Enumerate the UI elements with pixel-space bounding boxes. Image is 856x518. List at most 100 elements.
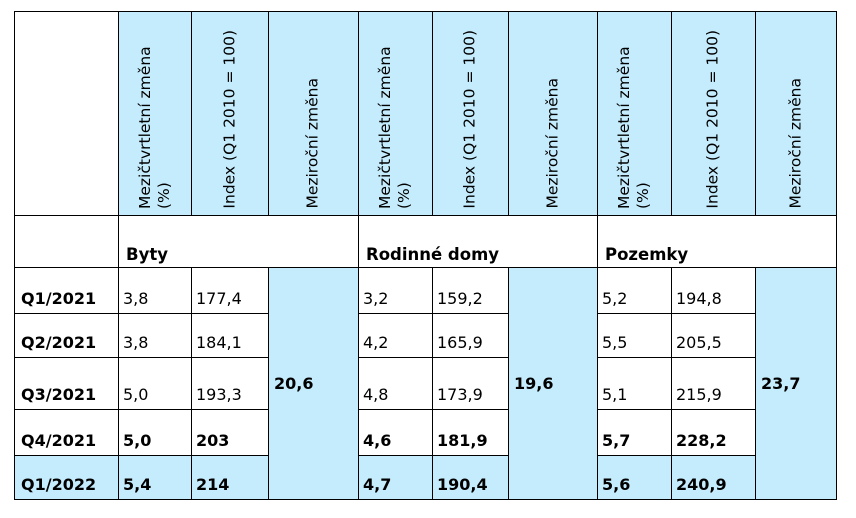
grid-line bbox=[14, 408, 269, 410]
group-row-label-cell bbox=[14, 215, 118, 267]
index-value: 181,9 bbox=[437, 431, 488, 450]
grid-line bbox=[13, 11, 15, 500]
grid-line bbox=[754, 11, 756, 216]
row-label: Q1/2022 bbox=[14, 455, 118, 499]
row-label: Q4/2021 bbox=[21, 431, 97, 450]
index-value: 228,2 bbox=[676, 431, 727, 450]
yearly-change-byty: 20,6 bbox=[268, 267, 358, 499]
quarterly-change-value: 5,4 bbox=[118, 455, 191, 499]
grid-line bbox=[14, 214, 837, 216]
quarterly-change-value: 5,7 bbox=[602, 431, 631, 450]
column-header-text: Meziroční změna bbox=[786, 78, 804, 209]
grid-line bbox=[670, 267, 672, 500]
corner-cell bbox=[14, 11, 118, 215]
grid-line bbox=[117, 215, 119, 268]
grid-line bbox=[267, 11, 269, 216]
quarterly-change-value: 5,0 bbox=[123, 385, 149, 404]
grid-line bbox=[14, 312, 269, 314]
column-header-text: Mezičtvrtletní změna (%) bbox=[135, 46, 173, 209]
grid-line bbox=[14, 266, 837, 268]
grid-line bbox=[117, 267, 119, 500]
grid-line bbox=[358, 408, 509, 410]
grid-line bbox=[596, 11, 598, 216]
quarterly-change-value: 3,8 bbox=[123, 333, 149, 352]
grid-line bbox=[14, 10, 837, 12]
grid-line bbox=[190, 11, 192, 216]
grid-line bbox=[357, 267, 359, 500]
grid-line bbox=[358, 454, 509, 456]
grid-line bbox=[358, 312, 509, 314]
group-label-byty: Byty bbox=[126, 245, 168, 264]
quarterly-change-value: 5,5 bbox=[602, 333, 628, 352]
grid-line bbox=[357, 215, 359, 268]
index-value: 193,3 bbox=[196, 385, 242, 404]
index-value: 203 bbox=[196, 431, 230, 450]
group-label-rodinne-domy: Rodinné domy bbox=[366, 245, 500, 264]
grid-line bbox=[507, 11, 509, 216]
column-header-text: Mezičtvrtletní změna (%) bbox=[376, 46, 413, 209]
quarterly-change-value: 5,0 bbox=[123, 431, 152, 450]
grid-line bbox=[190, 267, 192, 500]
row-label: Q3/2021 bbox=[21, 385, 97, 404]
grid-line bbox=[117, 11, 119, 216]
column-header-mezictvrtletni: Mezičtvrtletní změna (%) bbox=[358, 11, 432, 215]
column-header-text: Index (Q1 2010 = 100) bbox=[703, 30, 722, 209]
column-header-mezictvrtletni: Mezičtvrtletní změna (%) bbox=[597, 11, 671, 215]
quarterly-change-value: 5,2 bbox=[602, 289, 628, 308]
quarterly-change-value: 3,2 bbox=[363, 289, 389, 308]
grid-line bbox=[597, 356, 756, 358]
grid-line bbox=[14, 498, 837, 500]
column-header-text: Meziroční změna bbox=[303, 78, 322, 209]
column-header-text: Mezičtvrtletní změna (%) bbox=[615, 46, 652, 209]
grid-line bbox=[596, 215, 598, 268]
grid-line bbox=[357, 11, 359, 216]
index-value: 159,2 bbox=[437, 289, 483, 308]
grid-line bbox=[507, 267, 509, 500]
grid-line bbox=[431, 11, 433, 216]
grid-line bbox=[597, 408, 756, 410]
index-value: 205,5 bbox=[676, 333, 722, 352]
grid-line bbox=[14, 454, 269, 456]
row-label: Q1/2021 bbox=[21, 289, 97, 308]
grid-line bbox=[670, 11, 672, 216]
column-header-mezirocni: Meziroční změna bbox=[508, 11, 597, 215]
quarterly-change-value: 4,2 bbox=[363, 333, 389, 352]
quarterly-change-value: 4,6 bbox=[363, 431, 392, 450]
index-value: 214 bbox=[191, 455, 268, 499]
index-value: 184,1 bbox=[196, 333, 242, 352]
yearly-change-rodinne_domy: 19,6 bbox=[508, 267, 597, 499]
index-value: 165,9 bbox=[437, 333, 483, 352]
grid-line bbox=[596, 267, 598, 500]
column-header-mezirocni: Meziroční změna bbox=[268, 11, 358, 215]
column-header-index: Index (Q1 2010 = 100) bbox=[191, 11, 268, 215]
column-header-text: Index (Q1 2010 = 100) bbox=[220, 30, 238, 209]
index-value: 194,8 bbox=[676, 289, 722, 308]
column-header-text: Index (Q1 2010 = 100) bbox=[460, 30, 479, 209]
column-header-text: Meziroční změna bbox=[543, 78, 561, 209]
column-header-mezictvrtletni: Mezičtvrtletní změna (%) bbox=[118, 11, 191, 215]
index-value: 190,4 bbox=[432, 455, 508, 499]
index-value: 240,9 bbox=[671, 455, 755, 499]
column-header-mezirocni: Meziroční změna bbox=[755, 11, 836, 215]
grid-line bbox=[835, 11, 837, 500]
grid-line bbox=[267, 267, 269, 500]
column-header-index: Index (Q1 2010 = 100) bbox=[671, 11, 755, 215]
quarterly-change-value: 4,8 bbox=[363, 385, 389, 404]
index-value: 215,9 bbox=[676, 385, 722, 404]
row-label: Q2/2021 bbox=[21, 333, 97, 352]
column-header-index: Index (Q1 2010 = 100) bbox=[432, 11, 508, 215]
quarterly-change-value: 3,8 bbox=[123, 289, 149, 308]
quarterly-change-value: 4,7 bbox=[358, 455, 432, 499]
yearly-change-pozemky: 23,7 bbox=[755, 267, 836, 499]
grid-line bbox=[754, 267, 756, 500]
grid-line bbox=[431, 267, 433, 500]
quarterly-change-value: 5,6 bbox=[597, 455, 671, 499]
index-value: 177,4 bbox=[196, 289, 242, 308]
price-index-table: Mezičtvrtletní změna (%) Index (Q1 2010 =… bbox=[13, 10, 837, 500]
grid-line bbox=[14, 356, 269, 358]
index-value: 173,9 bbox=[437, 385, 483, 404]
quarterly-change-value: 5,1 bbox=[602, 385, 628, 404]
group-label-pozemky: Pozemky bbox=[605, 245, 689, 264]
grid-line bbox=[358, 356, 509, 358]
grid-line bbox=[597, 454, 756, 456]
